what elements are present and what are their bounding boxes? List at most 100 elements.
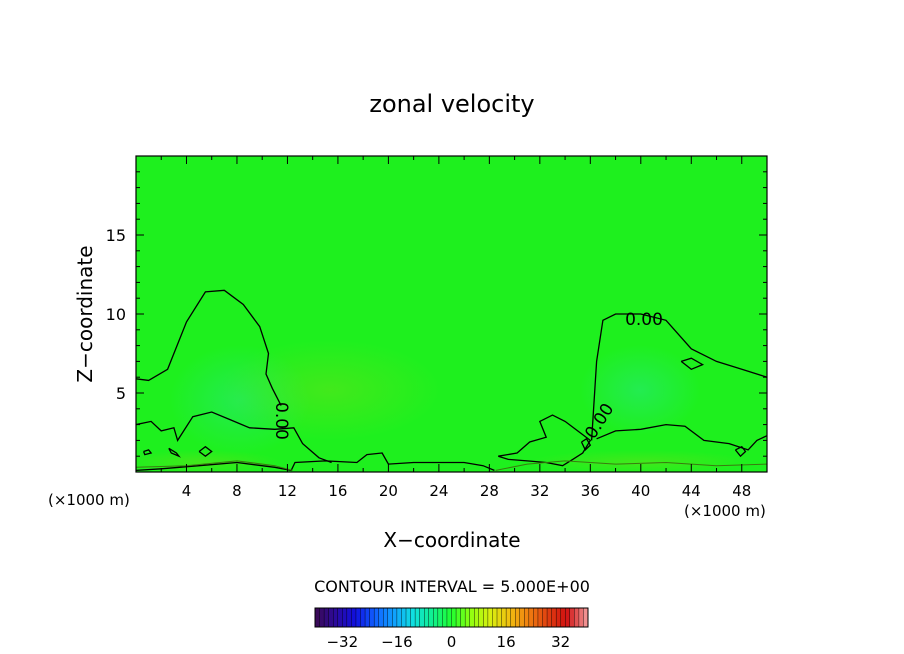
y-tick-labels: 5 10 15 bbox=[106, 226, 126, 403]
colorbar-cell bbox=[478, 607, 484, 628]
colorbar-cell bbox=[451, 607, 457, 628]
colorbar-cell bbox=[460, 607, 466, 628]
colorbar-cell bbox=[314, 607, 321, 628]
colorbar-cell bbox=[323, 607, 330, 628]
colorbar-cell bbox=[469, 607, 475, 628]
contour-zero-9 bbox=[198, 445, 213, 458]
colorbar-cell bbox=[419, 607, 425, 628]
colorbar-tick-label: 32 bbox=[551, 633, 570, 651]
colorbar-cell bbox=[337, 607, 343, 628]
colorbar-cell bbox=[496, 607, 503, 628]
colorbar-cell bbox=[410, 607, 416, 628]
colorbar-cell bbox=[487, 607, 493, 628]
contour-zero-4 bbox=[590, 313, 767, 441]
colorbar-tick-label: −16 bbox=[381, 633, 413, 651]
contour-zero-3 bbox=[498, 414, 592, 467]
contour-label-right: 0.00 bbox=[625, 310, 663, 330]
x-tick-label: 20 bbox=[379, 482, 398, 500]
x-tick-label: 44 bbox=[682, 482, 701, 500]
colorbar-cell bbox=[483, 607, 489, 628]
contour-zero-6 bbox=[680, 357, 705, 371]
colorbar-cell bbox=[505, 607, 512, 628]
x-tick-label: 12 bbox=[278, 482, 297, 500]
colorbar-cell bbox=[328, 607, 334, 628]
colorbar-cell bbox=[510, 607, 516, 628]
colorbar-cell bbox=[342, 607, 348, 628]
axis-ticks bbox=[136, 156, 767, 472]
x-unit-left: (×1000 m) bbox=[48, 491, 130, 509]
colorbar-cell bbox=[364, 607, 371, 628]
colorbar-cell bbox=[501, 607, 507, 628]
colorbar-cell bbox=[515, 607, 521, 628]
contour-zero-11 bbox=[580, 437, 592, 451]
colorbar-cell bbox=[346, 607, 352, 628]
colorbar-tick-labels: −32 −16 0 16 32 bbox=[326, 633, 570, 651]
colorbar-cell bbox=[373, 607, 380, 628]
contour-label-left: 0.00 bbox=[271, 402, 291, 440]
y-axis-label: Z−coordinate bbox=[73, 245, 97, 382]
contour-zero-8 bbox=[142, 449, 153, 456]
colorbar-tick-label: 0 bbox=[447, 633, 457, 651]
x-tick-label: 36 bbox=[581, 482, 600, 500]
contour-zero-7 bbox=[168, 447, 181, 458]
y-tick-label: 5 bbox=[116, 384, 126, 403]
colorbar-cell bbox=[437, 607, 443, 628]
x-tick-label: 48 bbox=[732, 482, 751, 500]
colorbar-cell bbox=[519, 607, 525, 628]
colorbar-cell bbox=[533, 607, 539, 628]
colorbar-cell bbox=[405, 607, 412, 628]
x-tick-label: 16 bbox=[328, 482, 347, 500]
colorbar-cell bbox=[401, 607, 407, 628]
colorbar-cell bbox=[542, 607, 548, 628]
contour-lines bbox=[136, 289, 767, 472]
x-tick-label: 8 bbox=[232, 482, 242, 500]
shade-region-center bbox=[220, 340, 440, 440]
colorbar-cell bbox=[551, 607, 557, 628]
colorbar-cell bbox=[424, 607, 430, 628]
colorbar-cell bbox=[528, 607, 534, 628]
colorbar-cell bbox=[569, 607, 575, 628]
x-tick-label: 24 bbox=[429, 482, 448, 500]
colorbar-cell bbox=[369, 607, 375, 628]
contour-zero-0 bbox=[136, 289, 282, 406]
contour-zero-1 bbox=[136, 411, 332, 464]
colorbar-cell bbox=[433, 607, 439, 628]
x-tick-label: 32 bbox=[530, 482, 549, 500]
colorbar-cell bbox=[387, 607, 393, 628]
colorbar bbox=[314, 607, 589, 628]
x-tick-label: 4 bbox=[182, 482, 192, 500]
y-tick-label: 10 bbox=[106, 305, 126, 324]
colorbar-cell bbox=[351, 607, 357, 628]
colorbar-cell bbox=[492, 607, 498, 628]
colorbar-cell bbox=[378, 607, 384, 628]
colorbar-cell bbox=[574, 607, 580, 628]
colorbar-cell bbox=[446, 607, 453, 628]
contour-zero-5 bbox=[596, 423, 767, 451]
x-axis-label: X−coordinate bbox=[383, 528, 520, 552]
colorbar-tick-label: −32 bbox=[326, 633, 358, 651]
colorbar-cell bbox=[383, 607, 389, 628]
colorbar-cell bbox=[455, 607, 462, 628]
contour-zero-10 bbox=[734, 445, 747, 458]
x-tick-labels: 4 8 12 16 20 24 28 32 36 40 44 48 bbox=[182, 482, 752, 500]
contour-zero-2 bbox=[136, 452, 495, 472]
colorbar-cell bbox=[319, 607, 325, 628]
colorbar-cell bbox=[565, 607, 571, 628]
colorbar-cell bbox=[396, 607, 402, 628]
colorbar-cell bbox=[392, 607, 398, 628]
plot-field bbox=[136, 156, 767, 472]
colorbar-cell bbox=[355, 607, 362, 628]
contour-surface-0 bbox=[136, 460, 293, 471]
colorbar-cell bbox=[360, 607, 366, 628]
colorbar-cell bbox=[464, 607, 471, 628]
colorbar-cell bbox=[560, 607, 566, 628]
x-tick-label: 40 bbox=[631, 482, 650, 500]
contour-surface-1 bbox=[495, 460, 767, 471]
colorbar-cell bbox=[474, 607, 480, 628]
contour-interval-text: CONTOUR INTERVAL = 5.000E+00 bbox=[314, 577, 590, 596]
colorbar-cell bbox=[428, 607, 434, 628]
y-tick-label: 15 bbox=[106, 226, 126, 245]
colorbar-frame bbox=[314, 607, 589, 628]
colorbar-cell bbox=[555, 607, 562, 628]
